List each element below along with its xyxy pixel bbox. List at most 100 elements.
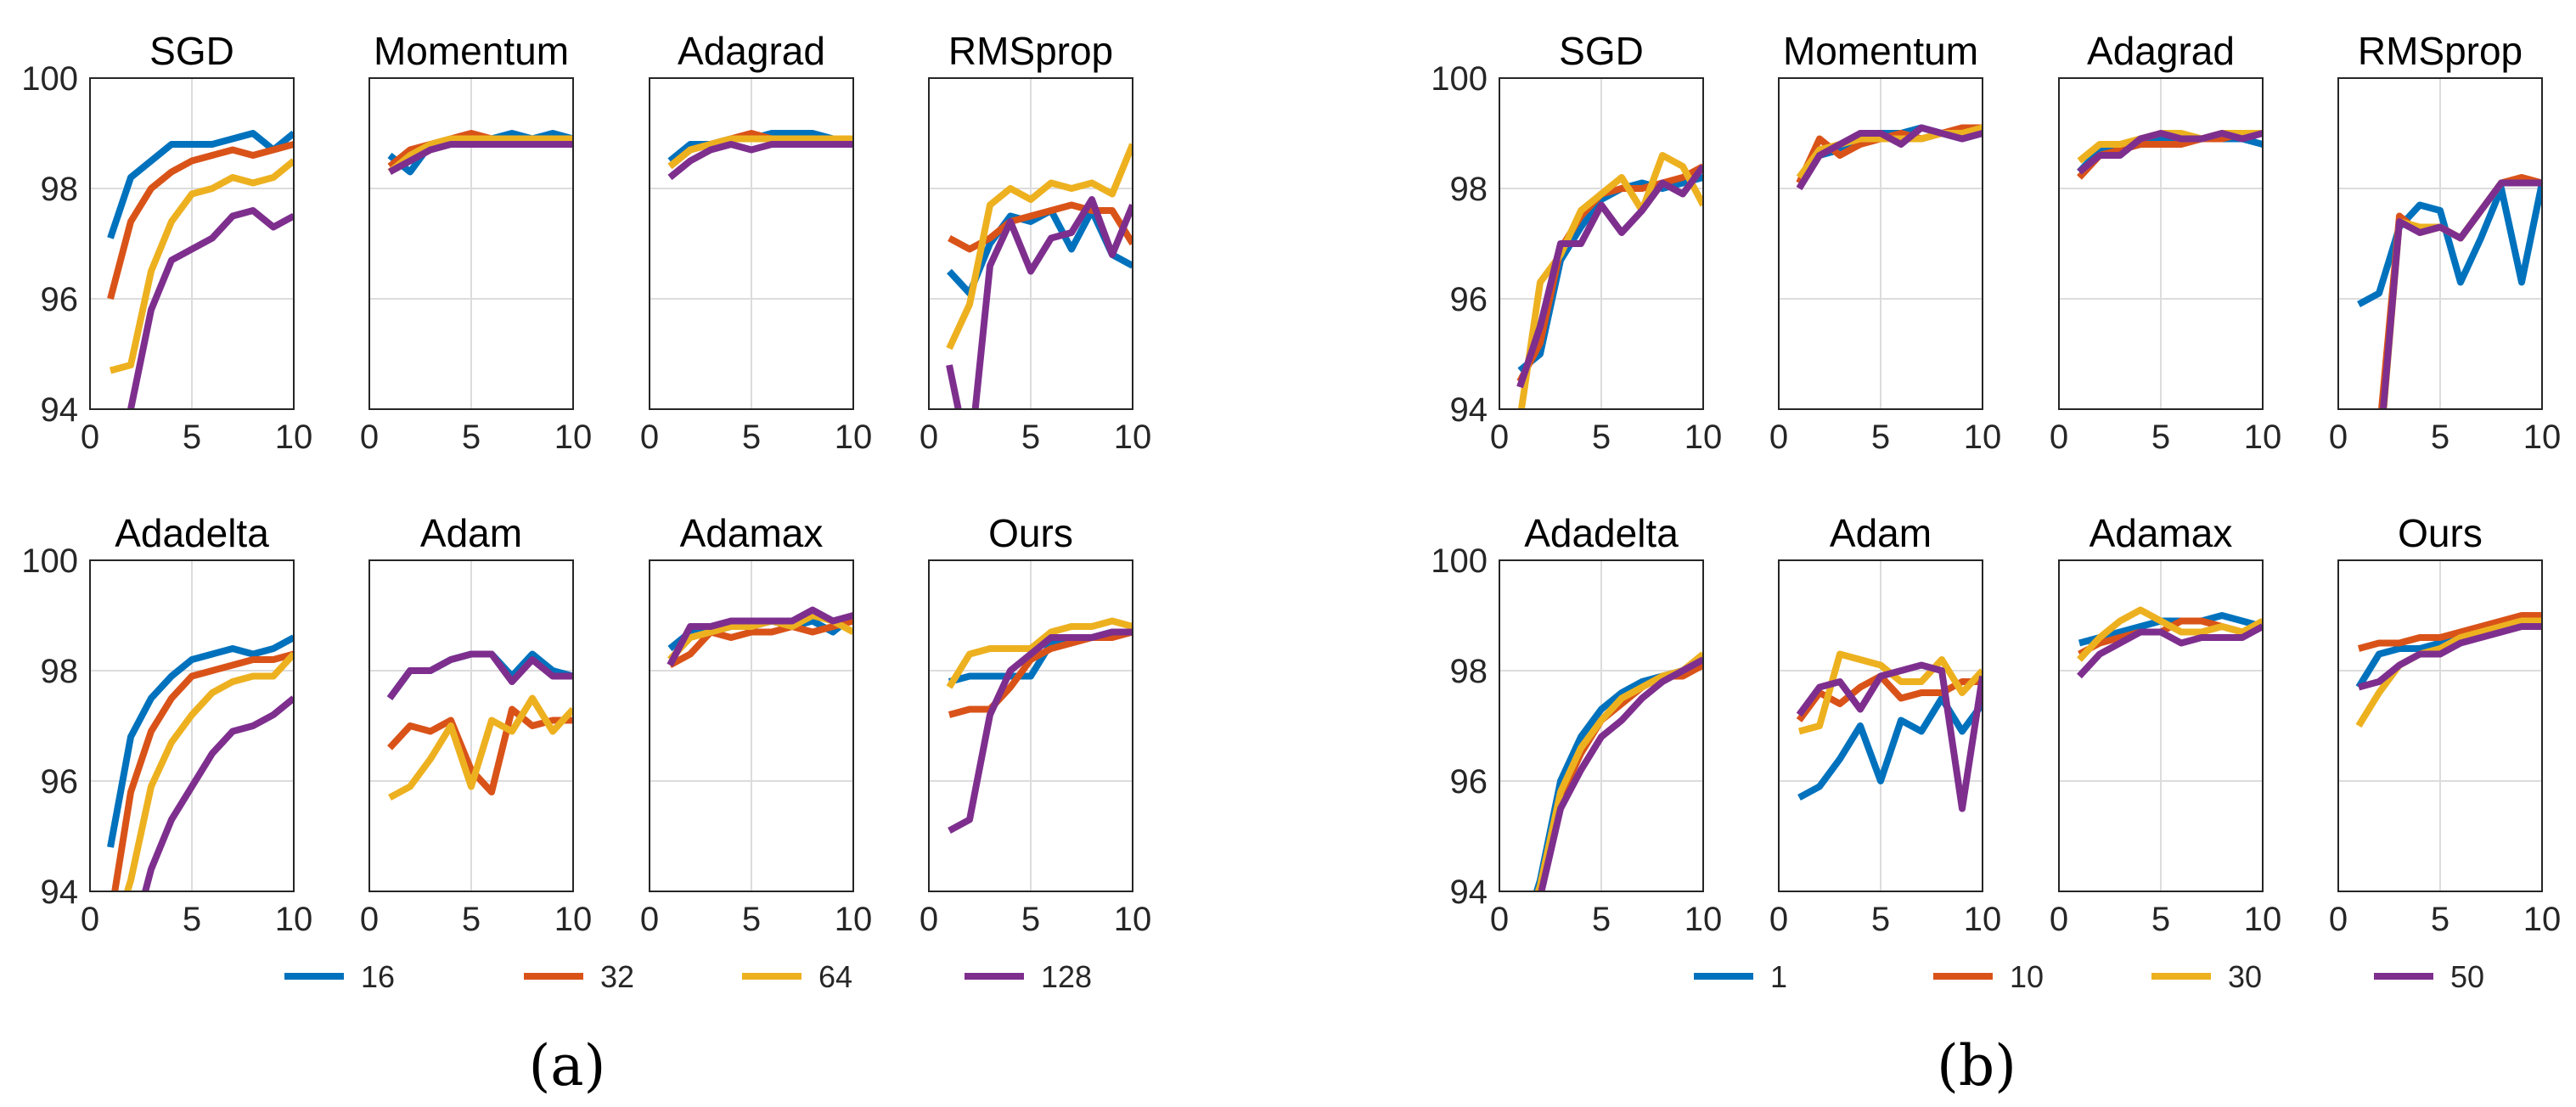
fig--b--adagrad-series-50 [2077, 130, 2263, 175]
fig--a--sgd-series-group [107, 130, 294, 409]
fig--b--ours-series-50 [2357, 623, 2542, 691]
fig--b--adamax-xtick-label: 0 [2050, 901, 2068, 938]
fig--b--ours-xtick-label: 0 [2329, 901, 2348, 938]
fig--a--adamax-xtick-label: 5 [742, 901, 761, 938]
fig--b--adamax-panel: Adamax 0 5 10 [2050, 511, 2281, 938]
fig--a--ours-frame [928, 559, 1133, 892]
fig--a--rmsprop-series-group [946, 143, 1133, 409]
fig--a--adam-title: Adam [420, 511, 522, 555]
fig--b--adam-frame [1778, 559, 1983, 892]
fig--a--adadelta-xtick-label: 0 [81, 901, 99, 938]
fig--b--momentum-series-50 [1796, 124, 1983, 191]
fig--a--adadelta-frame [89, 559, 295, 892]
fig--b--adamax-xtick-label: 10 [2244, 901, 2282, 938]
fig--b--rmsprop-series-50 [2380, 179, 2542, 409]
fig--b--adagrad-panel: Adagrad 0 5 10 [2050, 29, 2281, 456]
fig--a--sgd-frame [89, 77, 295, 410]
fig--a--adamax-series-128 [666, 606, 853, 667]
fig--b--adam-series-group [1796, 650, 1983, 812]
fig--b--adamax-frame [2058, 559, 2264, 892]
fig--a--sgd-ytick-label: 96 [41, 281, 79, 318]
fig--b--adadelta-ytick-label: 100 [1431, 542, 1488, 580]
fig--a--ours-xtick-label: 5 [1021, 901, 1040, 938]
fig--b--rmsprop-title: RMSprop [2358, 29, 2523, 73]
fig--a--ours-series-group [946, 617, 1133, 834]
fig--a--sgd-xtick-label: 5 [183, 419, 201, 456]
fig--a--rmsprop-xtick-label: 0 [920, 419, 938, 456]
fig--a--adadelta-series-group [107, 634, 294, 891]
fig--b--legend-label-50: 50 [2450, 959, 2484, 994]
fig--b--adadelta-series-group [1533, 651, 1703, 891]
fig--a--momentum-series-64 [387, 135, 573, 175]
fig--b--sgd-xtick-label: 0 [1490, 419, 1509, 456]
fig--a--rmsprop-xtick-label: 10 [1114, 419, 1152, 456]
fig--b--adam-series-1 [1797, 694, 1983, 801]
fig--b--adam-xtick-label: 5 [1871, 901, 1890, 938]
fig--b--rmsprop-xtick-label: 5 [2431, 419, 2449, 456]
fig--a--adam-xtick-label: 10 [554, 901, 593, 938]
fig--a--adagrad-series-128 [667, 141, 853, 181]
fig--a--adamax-series-group [666, 606, 853, 669]
fig--a--momentum-panel: Momentum 0 5 10 [360, 29, 592, 456]
fig--b--adam-title: Adam [1830, 511, 1932, 555]
fig--b--adadelta-panel: Adadelta 0 5 10 94 96 98 100 [1431, 511, 1722, 938]
fig--b--ours-series-30 [2355, 617, 2542, 728]
fig--a--rmsprop-series-128 [946, 196, 1133, 409]
fig--a--ours-series-128 [948, 628, 1133, 834]
fig--a--sgd-panel: SGD 0 5 10 94 96 98 100 [21, 29, 312, 456]
fig--a--adagrad-xtick-label: 5 [742, 419, 761, 456]
fig--b--momentum-frame [1778, 77, 1983, 410]
fig--a--adagrad-xtick-label: 10 [835, 419, 873, 456]
fig--b--rmsprop-series-group [2357, 174, 2542, 409]
fig--a--adadelta-ytick-label: 94 [41, 874, 79, 911]
fig--b--ours-panel: Ours 0 5 10 [2329, 511, 2561, 938]
fig--a--adamax-title: Adamax [680, 511, 824, 555]
fig--b--momentum-panel: Momentum 0 5 10 [1769, 29, 2001, 456]
fig--a--adam-series-group [386, 650, 573, 801]
fig--a--adagrad-title: Adagrad [678, 29, 825, 73]
fig--a--adam-frame [368, 559, 574, 892]
fig--a--rmsprop-series-64 [946, 143, 1133, 351]
fig--a--sgd-series-64 [109, 158, 294, 374]
fig--b--sgd-series-30 [1517, 152, 1703, 409]
fig--a--momentum-title: Momentum [374, 29, 569, 73]
fig--b--adagrad-frame [2058, 77, 2264, 410]
fig--a--adadelta-xtick-label: 5 [183, 901, 201, 938]
fig--a--legend-label-32: 32 [600, 959, 634, 994]
fig--a--ours-series-64 [946, 617, 1133, 689]
fig--a--sgd-title: SGD [149, 29, 234, 73]
fig--a--adam-panel: Adam 0 5 10 [360, 511, 592, 938]
fig--a--momentum-xtick-label: 10 [554, 419, 593, 456]
fig--b--adadelta-ytick-label: 98 [1450, 653, 1488, 690]
fig--b--momentum-xtick-label: 0 [1769, 419, 1788, 456]
fig--b--adadelta-ytick-label: 96 [1450, 763, 1488, 801]
fig--a--ours-xtick-label: 10 [1114, 901, 1152, 938]
fig--a--rmsprop-title: RMSprop [948, 29, 1113, 73]
fig--a--sgd-ytick-label: 98 [41, 171, 79, 208]
fig--a--adamax-xtick-label: 0 [640, 901, 659, 938]
fig--a--adam-series-64 [388, 694, 573, 801]
fig--b--ours-xtick-label: 5 [2431, 901, 2449, 938]
fig--b--rmsprop-series-1 [2357, 182, 2542, 308]
fig--a--adagrad-series-64 [667, 135, 853, 170]
fig--b--sgd-panel: SGD 0 5 10 94 96 98 100 [1431, 29, 1722, 456]
fig--a--legend-label-64: 64 [818, 959, 852, 994]
fig--a--adadelta-series-32 [111, 650, 294, 891]
fig--a--rmsprop-frame [928, 77, 1133, 410]
fig--a--sgd-series-128 [127, 207, 294, 409]
fig--b--momentum-xtick-label: 10 [1964, 419, 2002, 456]
fig--b--sgd-frame [1499, 77, 1704, 410]
fig--a--panel-label: (a) [529, 1033, 606, 1099]
fig--a--adadelta-series-64 [123, 651, 294, 891]
fig--b--legend-label-30: 30 [2228, 959, 2262, 994]
fig--a--adamax-xtick-label: 10 [835, 901, 873, 938]
fig--b--adamax-series-30 [2077, 606, 2263, 662]
fig--a--sgd-ytick-label: 100 [21, 60, 78, 98]
fig--b--ours-title: Ours [2398, 511, 2483, 555]
fig--a--sgd-series-32 [107, 141, 294, 301]
fig--b--sgd-xtick-label: 5 [1592, 419, 1611, 456]
fig--b--rmsprop-panel: RMSprop 0 5 10 [2329, 29, 2561, 456]
fig--b--adagrad-xtick-label: 10 [2244, 419, 2282, 456]
